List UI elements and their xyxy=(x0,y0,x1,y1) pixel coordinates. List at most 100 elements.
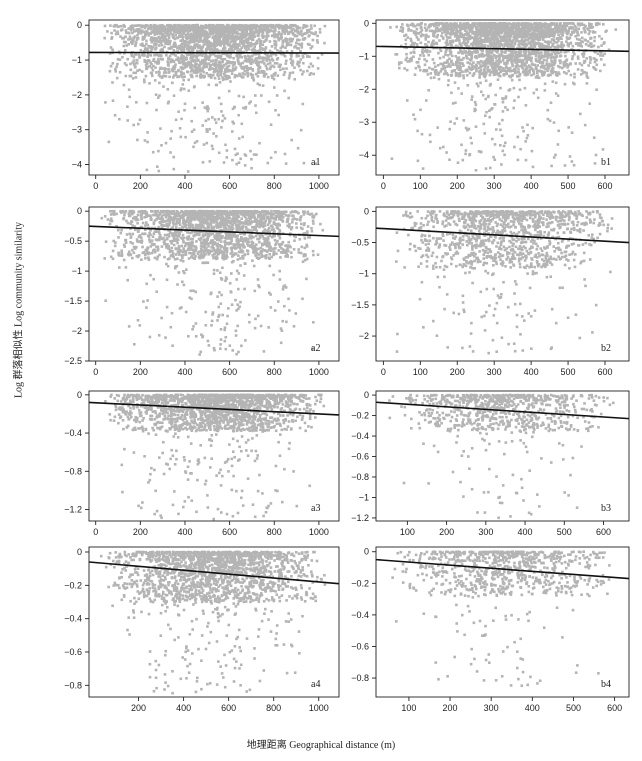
data-point xyxy=(436,33,439,37)
data-point xyxy=(196,24,200,28)
data-point xyxy=(561,24,565,28)
data-point xyxy=(244,39,248,42)
data-point xyxy=(274,46,277,50)
data-point xyxy=(195,66,199,69)
data-point xyxy=(565,24,569,28)
data-point xyxy=(248,37,252,40)
data-point xyxy=(501,29,505,32)
data-point xyxy=(460,92,463,95)
data-point xyxy=(234,44,238,48)
data-point xyxy=(281,41,285,44)
data-point xyxy=(170,29,174,32)
data-point xyxy=(511,63,514,66)
data-point xyxy=(168,29,171,33)
data-point xyxy=(181,55,185,58)
data-point xyxy=(278,63,282,67)
data-point xyxy=(149,54,153,57)
data-point xyxy=(158,67,162,70)
data-point xyxy=(159,41,163,44)
data-point xyxy=(462,39,466,42)
data-point xyxy=(469,67,472,71)
data-point xyxy=(482,45,486,49)
data-point xyxy=(521,46,525,50)
data-point xyxy=(549,69,553,73)
data-point xyxy=(204,26,208,30)
data-point xyxy=(231,33,234,36)
data-point xyxy=(178,30,181,34)
data-point xyxy=(231,130,234,133)
data-point xyxy=(194,68,197,71)
data-point xyxy=(231,64,235,67)
data-point xyxy=(204,33,207,37)
data-point xyxy=(419,54,422,57)
data-point xyxy=(474,66,477,70)
x-tick-label: 800 xyxy=(267,181,282,191)
data-point xyxy=(215,36,218,39)
data-point xyxy=(292,33,295,36)
data-point xyxy=(177,25,180,29)
data-point xyxy=(523,31,526,35)
data-point xyxy=(520,33,523,36)
data-point xyxy=(558,44,562,48)
data-point xyxy=(420,132,424,136)
data-point xyxy=(532,91,536,95)
data-point xyxy=(518,33,522,37)
data-point xyxy=(205,107,209,111)
data-point xyxy=(138,118,142,122)
data-point xyxy=(169,151,172,154)
data-point xyxy=(295,34,299,38)
data-point xyxy=(464,51,467,54)
data-point xyxy=(470,56,473,59)
data-point xyxy=(128,35,132,39)
data-point xyxy=(152,59,155,62)
data-point xyxy=(495,42,499,46)
data-point xyxy=(199,72,202,76)
data-point xyxy=(163,29,167,33)
data-point xyxy=(289,245,292,249)
data-point xyxy=(478,73,482,77)
data-point xyxy=(234,27,237,30)
data-point xyxy=(230,72,234,75)
data-point xyxy=(553,45,556,49)
data-point xyxy=(547,40,550,43)
data-point xyxy=(253,52,256,56)
data-point xyxy=(174,63,177,66)
data-point xyxy=(455,30,458,33)
data-point xyxy=(139,43,143,46)
data-point xyxy=(198,50,201,53)
data-point xyxy=(519,35,522,38)
data-point xyxy=(199,60,202,64)
data-point xyxy=(175,45,178,48)
data-point xyxy=(182,47,186,51)
data-point xyxy=(208,160,212,163)
data-point xyxy=(537,44,541,48)
data-point xyxy=(300,29,303,33)
data-point xyxy=(216,69,219,73)
data-point xyxy=(320,53,324,56)
data-point xyxy=(280,25,284,28)
data-point xyxy=(198,53,201,57)
data-point xyxy=(237,113,240,117)
data-point xyxy=(499,36,502,39)
data-point xyxy=(193,63,197,67)
data-point xyxy=(217,24,221,27)
data-point xyxy=(536,23,539,27)
data-point xyxy=(217,60,221,64)
data-point xyxy=(290,39,294,43)
data-point xyxy=(552,63,556,67)
data-point xyxy=(122,36,125,40)
data-point xyxy=(223,117,227,120)
data-point xyxy=(512,49,515,53)
data-point xyxy=(444,53,447,57)
data-point xyxy=(469,59,473,62)
data-point xyxy=(306,212,309,215)
data-point xyxy=(559,59,562,63)
data-point xyxy=(433,34,436,38)
data-point xyxy=(582,51,586,54)
data-point xyxy=(265,53,268,57)
data-point xyxy=(225,76,228,79)
data-point xyxy=(174,118,178,122)
data-point xyxy=(459,62,462,65)
data-point xyxy=(189,28,192,31)
data-point xyxy=(526,33,529,37)
